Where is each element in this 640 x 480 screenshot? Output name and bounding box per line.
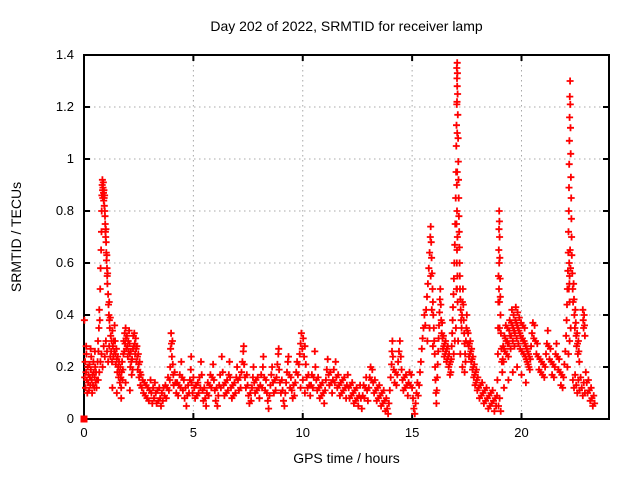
chart-title: Day 202 of 2022, SRMTID for receiver lam… (210, 18, 483, 34)
y-tick-label: 1.2 (55, 99, 74, 114)
scatter-plus-markers (80, 59, 599, 418)
y-tick-label: 0 (66, 411, 74, 426)
x-tick-label: 20 (514, 425, 529, 440)
x-tick-label: 0 (80, 425, 88, 440)
x-axis-label: GPS time / hours (293, 450, 400, 466)
y-tick-label: 0.6 (55, 255, 74, 270)
y-tick-label: 0.8 (55, 203, 74, 218)
y-tick-label: 1.4 (55, 47, 74, 62)
x-tick-label: 15 (404, 425, 420, 440)
grid-lines (84, 55, 609, 419)
plot-frame (83, 54, 610, 420)
y-tick-label: 0.2 (55, 359, 74, 374)
x-tick-label: 10 (295, 425, 310, 440)
x-tick-label: 5 (189, 425, 197, 440)
y-tick-label: 0.4 (55, 307, 74, 322)
data-points (80, 59, 599, 423)
y-tick-label: 1 (66, 151, 74, 166)
origin-square-marker (80, 415, 88, 423)
